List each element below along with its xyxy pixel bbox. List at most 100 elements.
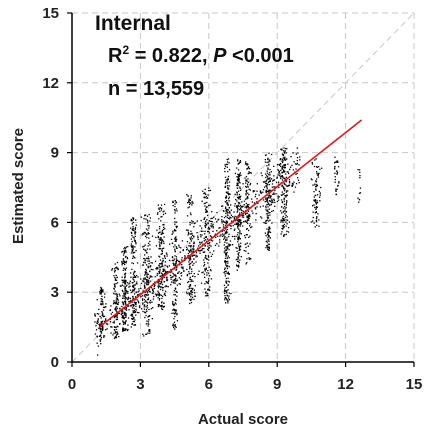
data-point: [144, 294, 146, 296]
data-point: [114, 286, 116, 288]
data-point: [160, 233, 162, 235]
data-point: [238, 243, 240, 245]
data-point: [116, 295, 118, 297]
data-point: [123, 295, 125, 297]
data-point: [285, 233, 287, 235]
data-point: [113, 288, 115, 290]
data-point: [142, 290, 144, 292]
data-point: [124, 263, 126, 266]
data-point: [189, 257, 192, 259]
data-point: [269, 197, 272, 199]
data-point: [286, 190, 288, 192]
data-point: [191, 204, 193, 206]
x-tick-label: 15: [406, 376, 423, 393]
data-point: [190, 296, 192, 298]
data-point: [248, 194, 250, 196]
data-point: [157, 290, 159, 292]
data-point: [146, 310, 148, 312]
data-point: [232, 224, 234, 227]
data-point: [266, 201, 269, 203]
data-point: [134, 230, 136, 232]
data-point: [190, 255, 192, 257]
data-point: [227, 262, 229, 264]
data-point: [200, 219, 202, 222]
data-point: [121, 284, 123, 286]
data-point: [255, 193, 257, 196]
data-point: [238, 214, 240, 216]
annotation-n: n = 13,559: [108, 78, 204, 100]
data-point: [237, 184, 239, 187]
data-point: [135, 224, 137, 226]
data-point: [132, 273, 135, 275]
data-point: [148, 308, 150, 311]
data-point: [176, 225, 178, 228]
data-point: [228, 185, 230, 187]
data-point: [157, 303, 159, 306]
data-point: [204, 233, 206, 235]
data-point: [194, 222, 196, 224]
data-point: [235, 222, 238, 225]
data-point: [224, 201, 226, 203]
data-point: [164, 212, 167, 214]
data-point: [267, 196, 269, 199]
data-point: [131, 313, 133, 315]
data-point: [291, 164, 293, 166]
data-point: [246, 168, 248, 170]
data-point: [135, 241, 137, 244]
data-point: [94, 314, 96, 316]
data-point: [249, 225, 251, 227]
data-point: [138, 302, 140, 304]
data-point: [144, 249, 146, 251]
data-point: [237, 238, 239, 240]
data-point: [155, 245, 158, 247]
data-point: [172, 309, 174, 311]
data-point: [225, 163, 227, 165]
data-point: [246, 206, 248, 208]
data-point: [199, 243, 201, 246]
data-point: [124, 248, 127, 250]
data-point: [123, 308, 125, 310]
data-point: [259, 191, 262, 193]
data-point: [245, 179, 247, 181]
data-point: [174, 313, 176, 315]
data-point: [313, 199, 315, 201]
data-point: [199, 250, 202, 252]
data-point: [113, 326, 115, 328]
data-point: [126, 256, 128, 259]
data-point: [155, 295, 158, 297]
data-point: [193, 226, 195, 228]
data-point: [121, 289, 123, 292]
data-point: [336, 161, 338, 163]
data-point: [100, 332, 103, 334]
data-point: [148, 227, 150, 229]
data-point: [143, 257, 145, 260]
data-point: [285, 219, 287, 221]
data-point: [315, 219, 317, 221]
data-point: [175, 258, 178, 260]
data-point: [313, 165, 316, 168]
data-point: [132, 315, 134, 317]
data-point: [287, 163, 289, 165]
data-point: [171, 276, 173, 278]
data-point: [336, 172, 338, 175]
data-point: [123, 292, 125, 294]
data-point: [269, 194, 271, 196]
data-point: [262, 181, 265, 183]
data-point: [131, 248, 133, 251]
data-point: [229, 244, 232, 246]
data-point: [225, 239, 227, 241]
data-point: [162, 295, 164, 297]
data-point: [133, 284, 135, 286]
data-point: [287, 185, 289, 187]
data-point: [240, 223, 242, 225]
data-point: [239, 172, 242, 174]
data-point: [242, 183, 244, 185]
data-point: [238, 203, 240, 205]
data-point: [230, 225, 232, 227]
data-point: [172, 279, 174, 281]
data-point: [178, 260, 181, 263]
data-point: [190, 272, 192, 275]
data-point: [113, 337, 116, 339]
data-point: [278, 181, 280, 183]
data-point: [190, 245, 193, 247]
